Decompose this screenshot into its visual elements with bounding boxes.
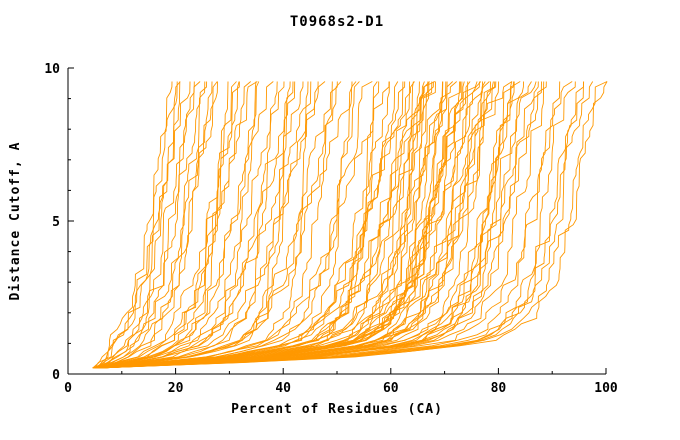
gdt-curve bbox=[96, 81, 547, 369]
gdt-curve bbox=[94, 81, 333, 369]
y-tick-label: 0 bbox=[52, 368, 60, 383]
gdt-curve bbox=[97, 81, 469, 369]
x-tick-label: 20 bbox=[168, 381, 184, 396]
gdt-curve bbox=[93, 81, 181, 369]
gdt-curve bbox=[99, 81, 434, 369]
gdt-curve bbox=[101, 81, 515, 369]
gdt-curve bbox=[95, 81, 390, 369]
gdt-curve bbox=[92, 81, 208, 369]
gdt-curve bbox=[95, 81, 312, 369]
gdt-curve bbox=[98, 81, 429, 369]
page-title: T0968s2-D1 bbox=[289, 14, 385, 30]
gdt-curve bbox=[98, 81, 433, 369]
gdt-curve bbox=[98, 81, 357, 369]
x-tick-label: 0 bbox=[64, 381, 72, 396]
gdt-curve bbox=[97, 81, 457, 369]
gdt-curve bbox=[101, 81, 454, 369]
gdt-curve bbox=[95, 81, 406, 369]
gdt-curve bbox=[98, 81, 513, 369]
gdt-curve bbox=[99, 81, 521, 369]
gdt-curve bbox=[96, 81, 411, 369]
gdt-curve bbox=[95, 81, 237, 369]
gdt-curve bbox=[99, 81, 494, 369]
gdt-curve bbox=[97, 81, 465, 369]
gdt-curve bbox=[100, 81, 542, 369]
gdt-curve bbox=[92, 81, 173, 369]
gdt-curve bbox=[94, 81, 274, 369]
gdt-curve bbox=[95, 81, 201, 369]
gdt-curve bbox=[98, 81, 444, 369]
gdt-curve bbox=[99, 81, 532, 369]
x-tick-label: 100 bbox=[594, 381, 618, 396]
gdt-curve bbox=[97, 81, 576, 369]
gdt-curve bbox=[98, 81, 342, 369]
gdt-curve bbox=[101, 81, 561, 369]
gdt-curve bbox=[101, 81, 537, 369]
gdt-curve bbox=[97, 81, 443, 369]
gdt-curve bbox=[100, 81, 573, 369]
gdt-curve bbox=[93, 81, 304, 369]
gdt-curve bbox=[99, 81, 360, 369]
gdt-curve bbox=[96, 81, 404, 369]
gdt-curve bbox=[97, 81, 229, 369]
gdt-curve bbox=[97, 81, 399, 369]
gdt-curve bbox=[101, 81, 524, 369]
gdt-curve bbox=[97, 81, 415, 369]
gdt-curve bbox=[94, 81, 258, 369]
gdt-curve bbox=[96, 81, 326, 369]
gdt-curve bbox=[99, 81, 373, 369]
gdt-curve bbox=[97, 81, 353, 369]
gdt-curve bbox=[92, 81, 251, 369]
gdt-curve bbox=[96, 81, 296, 369]
x-tick-label: 80 bbox=[491, 381, 507, 396]
gdt-curve bbox=[92, 81, 218, 369]
gdt-curve bbox=[97, 81, 594, 369]
gdt-curve bbox=[98, 81, 294, 369]
gdt-curve bbox=[97, 81, 608, 369]
x-tick-label: 40 bbox=[275, 381, 291, 396]
gdt-curve bbox=[95, 81, 240, 369]
gdt-curve bbox=[97, 81, 338, 369]
gdt-curve bbox=[101, 81, 513, 369]
gdt-curve bbox=[97, 81, 195, 369]
gdt-curve bbox=[96, 81, 178, 369]
gdt-curve bbox=[99, 81, 390, 369]
gdt-curve bbox=[98, 81, 463, 369]
x-axis-label: Percent of Residues (CA) bbox=[231, 402, 443, 417]
gdt-curve bbox=[99, 81, 447, 369]
gdt-curve bbox=[97, 81, 497, 369]
gdt-curve bbox=[99, 81, 545, 369]
gdt-curve bbox=[99, 81, 483, 369]
y-tick-label: 5 bbox=[52, 215, 60, 230]
gdt-curve bbox=[94, 81, 285, 369]
gdt-curve bbox=[99, 81, 414, 369]
gdt-curve bbox=[98, 81, 482, 369]
gdt-curve bbox=[99, 81, 436, 369]
gdt-curve bbox=[97, 81, 213, 369]
gdt-curve bbox=[100, 81, 486, 369]
y-tick-label: 10 bbox=[44, 62, 60, 77]
gdt-curve bbox=[101, 81, 584, 369]
gdt-curve bbox=[94, 81, 191, 369]
x-tick-label: 60 bbox=[383, 381, 399, 396]
gdt-curve bbox=[101, 81, 490, 369]
gdt-curve bbox=[99, 81, 608, 369]
gdt-curve bbox=[92, 81, 218, 369]
gdt-curve bbox=[97, 81, 480, 369]
gdt-curve bbox=[95, 81, 181, 369]
gdt-curve bbox=[97, 81, 436, 369]
